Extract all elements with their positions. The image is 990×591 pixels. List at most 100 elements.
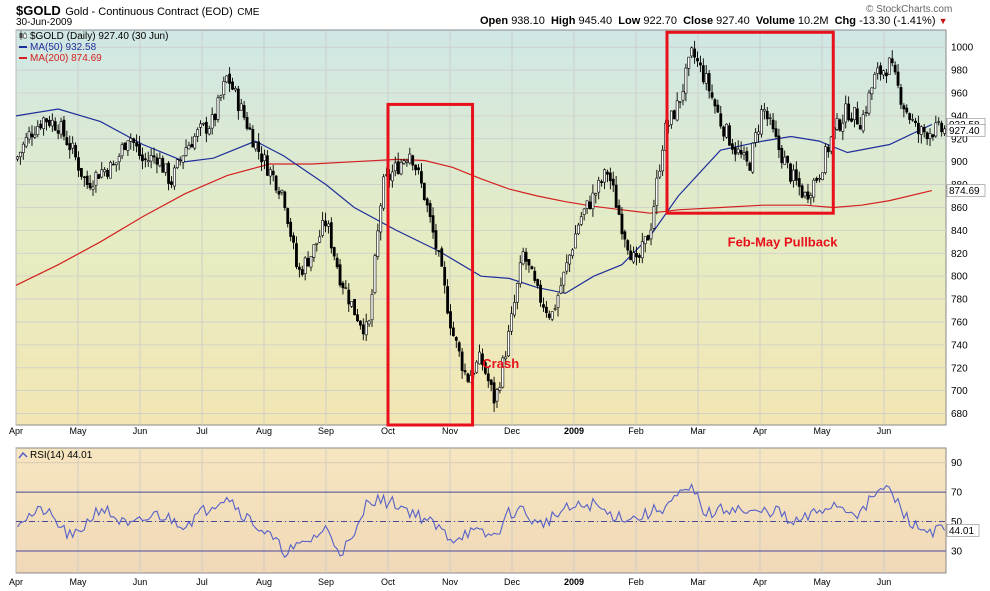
price-candle xyxy=(568,254,572,273)
price-candle xyxy=(420,163,423,189)
candle-body xyxy=(408,153,412,164)
price-candle xyxy=(751,142,755,174)
candle-body xyxy=(853,107,856,121)
rsi-x-tick-label: Nov xyxy=(442,577,459,587)
candle-body xyxy=(251,129,255,148)
price-candle xyxy=(56,124,60,140)
candle-body xyxy=(155,157,159,165)
candle-body xyxy=(393,162,397,172)
price-candle xyxy=(542,297,545,312)
candle-body xyxy=(236,88,240,112)
price-candle xyxy=(158,152,162,168)
price-x-tick-label: Apr xyxy=(9,426,23,436)
price-candle xyxy=(178,156,182,166)
price-candle xyxy=(405,158,409,167)
candle-body xyxy=(728,125,731,146)
candle-body xyxy=(585,200,589,209)
candle-body xyxy=(53,121,57,131)
candle-body xyxy=(905,107,909,113)
price-candle xyxy=(149,148,153,169)
candle-body xyxy=(687,56,691,69)
down-arrow-icon: ▼ xyxy=(938,16,948,26)
candle-body xyxy=(431,215,435,233)
candle-body xyxy=(562,271,566,286)
rsi-x-tick-label: Aug xyxy=(256,577,272,587)
candle-body xyxy=(341,282,345,289)
price-candle xyxy=(106,168,109,180)
price-candle xyxy=(390,164,394,188)
price-candle xyxy=(693,40,697,64)
candle-body xyxy=(65,137,69,146)
candle-body xyxy=(922,126,926,133)
value-tag xyxy=(946,184,986,197)
price-candle xyxy=(908,112,912,125)
price-candle xyxy=(562,271,566,294)
candle-body xyxy=(588,201,592,210)
high-value: 945.40 xyxy=(578,15,613,27)
price-candle xyxy=(608,167,612,190)
candle-body xyxy=(902,105,906,110)
candle-body xyxy=(71,142,75,149)
price-candle xyxy=(556,292,560,317)
candle-body xyxy=(382,176,386,209)
candle-body xyxy=(742,152,746,156)
price-candle xyxy=(757,124,760,143)
candle-body xyxy=(141,154,144,162)
price-candle xyxy=(873,71,877,89)
candle-body xyxy=(730,143,734,150)
price-candle xyxy=(91,180,95,196)
candle-body xyxy=(710,92,714,98)
candle-body xyxy=(579,216,583,225)
price-candle xyxy=(30,125,34,146)
candle-body xyxy=(649,229,653,240)
price-candle xyxy=(126,140,130,157)
price-candle xyxy=(797,171,801,196)
price-candle xyxy=(606,169,609,183)
candle-body xyxy=(42,117,46,129)
candle-body xyxy=(466,373,470,382)
candle-body xyxy=(568,254,572,265)
candle-body xyxy=(539,284,542,303)
price-candle xyxy=(544,300,548,318)
candle-body xyxy=(59,121,63,135)
price-candle xyxy=(792,164,795,188)
price-candle xyxy=(530,265,534,270)
price-candle xyxy=(414,164,418,176)
candle-body xyxy=(18,151,22,158)
price-candle xyxy=(88,175,92,191)
price-candle xyxy=(478,344,481,365)
candle-body xyxy=(937,121,941,123)
price-candle xyxy=(263,149,266,170)
rsi-x-tick-label: Apr xyxy=(9,577,23,587)
candle-body xyxy=(364,321,368,336)
candle-body xyxy=(126,140,130,151)
price-candle xyxy=(739,141,743,159)
candle-body xyxy=(170,181,173,185)
price-candle xyxy=(324,212,327,233)
candle-body xyxy=(725,123,728,138)
price-candle xyxy=(434,223,438,255)
candle-body xyxy=(716,104,720,113)
candle-body xyxy=(190,143,194,148)
open-value: 938.10 xyxy=(511,15,545,27)
price-candle xyxy=(446,279,449,315)
candle-body xyxy=(222,81,226,95)
price-candle xyxy=(867,89,871,116)
price-candle xyxy=(582,208,586,221)
price-candle xyxy=(335,253,339,270)
candle-body xyxy=(312,244,316,258)
candle-body xyxy=(161,158,165,173)
candle-body xyxy=(893,64,897,73)
candle-body xyxy=(890,58,894,64)
price-candle xyxy=(329,217,333,254)
candle-body xyxy=(449,311,452,329)
candle-body xyxy=(646,235,650,241)
price-candle xyxy=(103,167,107,177)
price-candle xyxy=(245,112,249,131)
price-candle xyxy=(18,151,22,165)
high-label: High xyxy=(550,15,576,27)
price-candle xyxy=(219,94,223,102)
candle-body xyxy=(707,73,711,92)
candle-body xyxy=(701,65,705,83)
price-candle xyxy=(204,116,208,143)
